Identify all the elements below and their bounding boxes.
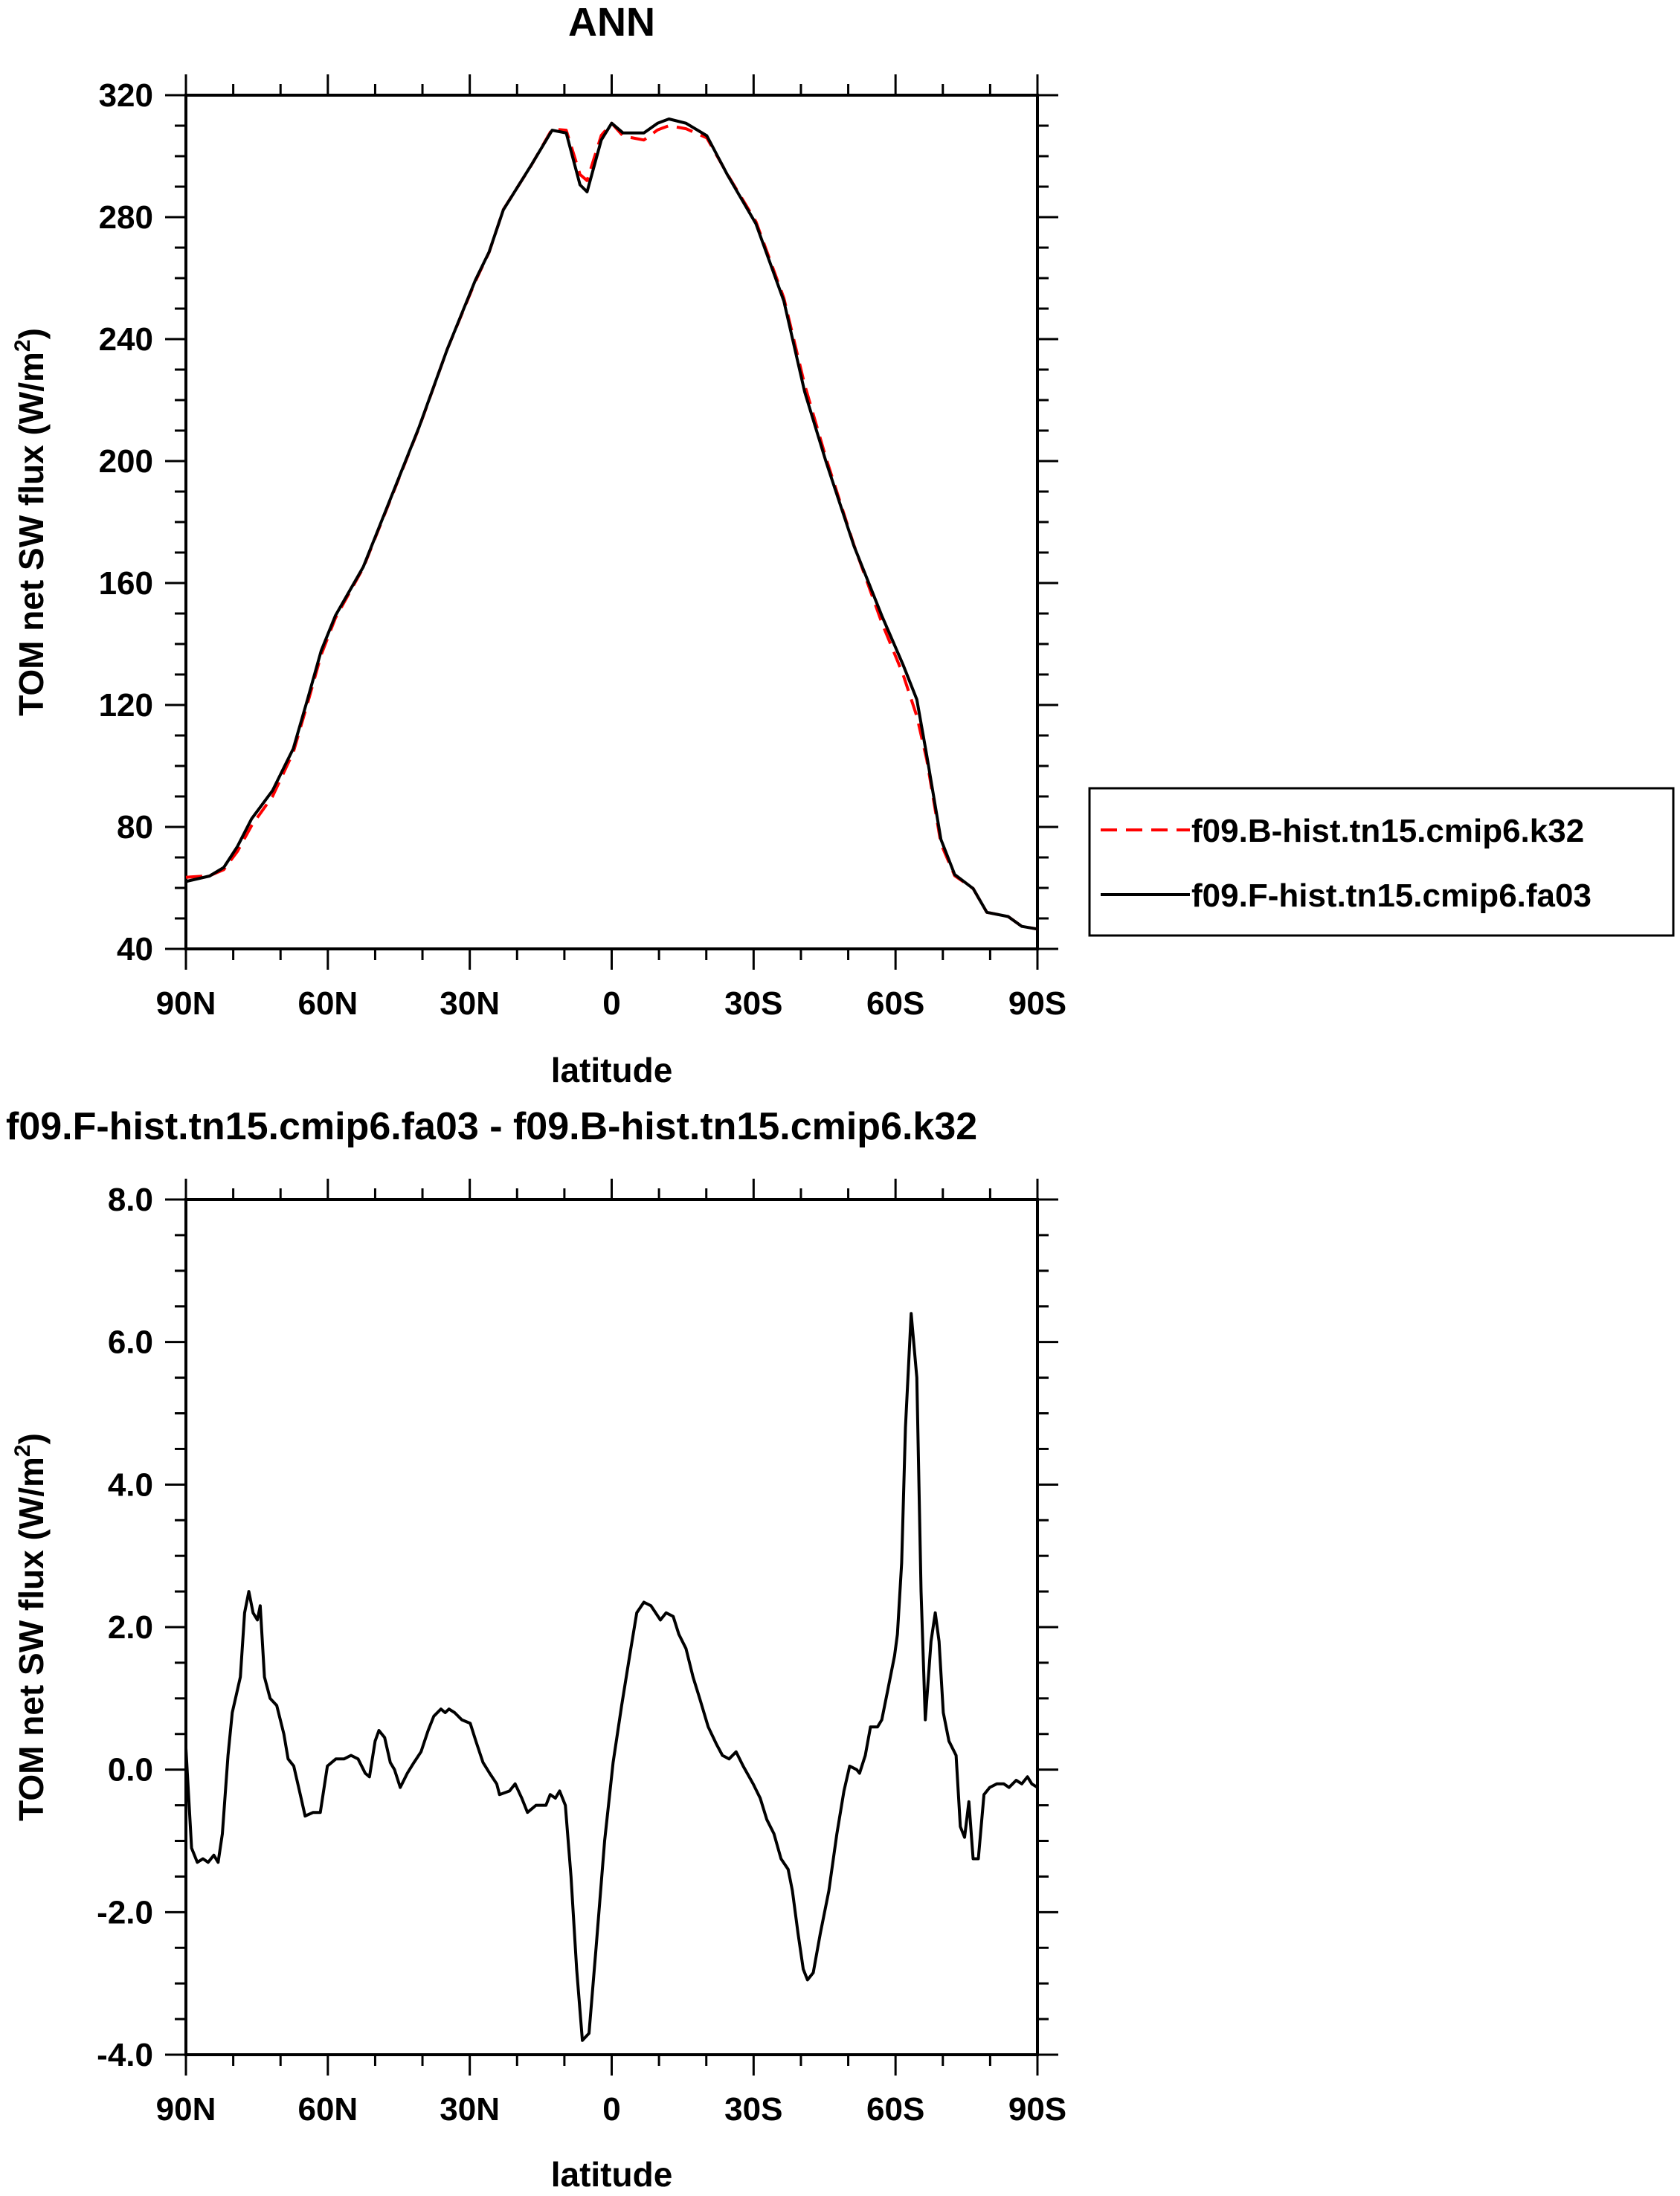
x-tick-label: 30S — [724, 985, 782, 1022]
plot-frame — [184, 94, 1039, 950]
y-tick-label: 120 — [99, 687, 153, 724]
y-tick-label: 280 — [99, 199, 153, 236]
x-tick-label: 30N — [440, 985, 500, 1022]
x-tick-label: 60N — [297, 2091, 358, 2128]
x-tick-label: 90S — [1008, 2091, 1066, 2128]
x-tick-label: 60N — [297, 985, 358, 1022]
chart-title: f09.F-hist.tn15.cmip6.fa03 - f09.B-hist.… — [6, 1105, 977, 1148]
legend-label: f09.B-hist.tn15.cmip6.k32 — [1191, 813, 1584, 849]
y-axis-label-end: ) — [12, 328, 51, 339]
x-tick-label: 60S — [866, 985, 924, 1022]
y-axis-label-main: TOM net SW flux (W/m — [12, 1457, 51, 1821]
y-axis-label-main: TOM net SW flux (W/m — [12, 352, 51, 716]
x-axis-label: latitude — [551, 2155, 673, 2194]
y-tick-label: 8.0 — [108, 1182, 153, 1218]
y-tick-label: 2.0 — [108, 1609, 153, 1646]
x-tick-label: 0 — [602, 2091, 620, 2128]
legend-label: f09.F-hist.tn15.cmip6.fa03 — [1191, 878, 1592, 914]
x-tick-label: 30N — [440, 2091, 500, 2128]
chart-panel-2: 90N 60N 30N 0 30S 60S 90S -4.0 -2.0 0.0 2.0 4.0 6.0 8… — [6, 1105, 1066, 2194]
x-tick-label: 60S — [866, 2091, 924, 2128]
series-line-1 — [184, 1312, 1039, 2042]
y-tick-label: 6.0 — [108, 1324, 153, 1361]
x-axis-label: latitude — [551, 1051, 673, 1089]
legend: f09.B-hist.tn15.cmip6.k32 f09.F-hist.tn15… — [1088, 787, 1675, 937]
y-tick-label: -2.0 — [97, 1894, 153, 1931]
y-tick-label: 80 — [117, 809, 153, 846]
y-axis-label-superscript: 2 — [10, 1444, 35, 1457]
x-tick-label: 30S — [724, 2091, 782, 2128]
y-axis-label-superscript: 2 — [10, 339, 35, 352]
y-axis-label: TOM net SW flux (W/m2) — [10, 328, 51, 716]
y-axis-label: TOM net SW flux (W/m2) — [10, 1433, 51, 1821]
y-tick-label: 0.0 — [108, 1752, 153, 1788]
chart-title: ANN — [568, 0, 655, 45]
y-tick-label: 160 — [99, 565, 153, 602]
y-tick-label: 240 — [99, 321, 153, 358]
y-axis-label-end: ) — [12, 1433, 51, 1444]
y-tick-label: 320 — [99, 77, 153, 114]
x-tick-label: 90N — [156, 985, 216, 1022]
series-line-2 — [185, 117, 1038, 931]
legend-box — [1088, 787, 1675, 937]
x-tick-label: 90N — [156, 2091, 216, 2128]
y-tick-label: 200 — [99, 443, 153, 480]
y-tick-label: 40 — [117, 931, 153, 967]
chart-panel-1: 90N 60N 30N 0 30S 60S 90S 40 80 120 160 200 240 280 32… — [10, 0, 1675, 1089]
series-line-1 — [185, 121, 1038, 931]
y-tick-label: 4.0 — [108, 1466, 153, 1503]
x-tick-label: 0 — [602, 985, 620, 1022]
x-tick-label: 90S — [1008, 985, 1066, 1022]
y-tick-label: -4.0 — [97, 2037, 153, 2073]
